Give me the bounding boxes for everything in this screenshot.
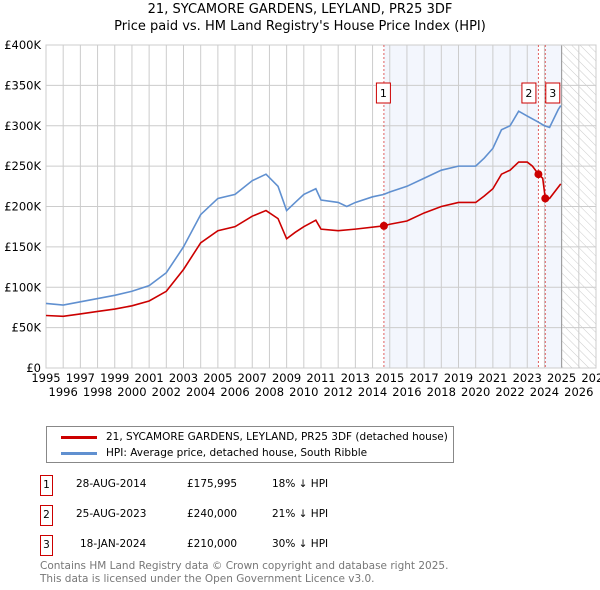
x-tick-label: 2010 [289, 385, 318, 399]
hpi-line [45, 105, 562, 306]
sale-label-box [375, 82, 391, 104]
x-tick-label: 2015 [375, 371, 404, 385]
y-tick-label: £250K [4, 159, 41, 173]
x-tick-label: 2009 [272, 371, 301, 385]
x-tick-label: 2022 [495, 385, 524, 399]
sale-row-2: 2 25-AUG-2023 £240,000 21% ↓ HPI [40, 505, 440, 527]
x-tick-label: 1996 [49, 385, 78, 399]
x-tick-label: 2016 [392, 385, 421, 399]
x-tick-label: 2008 [255, 385, 284, 399]
x-tick-label: 2006 [220, 385, 249, 399]
chart-subtitle: Price paid vs. HM Land Registry's House … [114, 19, 486, 34]
legend-item-property: 21, SYCAMORE GARDENS, LEYLAND, PR25 3DF … [61, 431, 448, 444]
sale-date: 18-JAN-2024 [80, 538, 147, 550]
plot-frame [45, 44, 597, 369]
x-tick-label: 2013 [341, 371, 370, 385]
y-tick-label: £150K [4, 240, 41, 254]
x-tick-label: 2000 [117, 385, 146, 399]
blue-line-swatch [61, 452, 97, 455]
sale-point [541, 194, 550, 203]
x-tick-label: 2023 [513, 371, 542, 385]
sale-price: £210,000 [187, 538, 238, 550]
x-tick-label: 1997 [66, 371, 95, 385]
sale-label: 1 [380, 87, 387, 100]
x-tick-label: 2018 [427, 385, 456, 399]
x-tick-label: 1998 [83, 385, 112, 399]
x-tick-label: 2020 [461, 385, 490, 399]
sale-hpi-diff: 21% ↓ HPI [272, 508, 329, 520]
y-tick-label: £50K [12, 321, 42, 335]
x-tick-label: 2026 [564, 385, 593, 399]
x-tick-label: 2017 [409, 371, 438, 385]
x-tick-label: 2004 [186, 385, 215, 399]
chart-title: 21, SYCAMORE GARDENS, LEYLAND, PR25 3DF [147, 2, 453, 17]
y-tick-label: £100K [4, 280, 41, 294]
x-tick-label: 2019 [444, 371, 473, 385]
x-tick-label: 2025 [547, 371, 576, 385]
sale-label: 2 [525, 87, 532, 100]
y-tick-label: £300K [4, 119, 41, 133]
y-tick-label: £200K [4, 200, 41, 214]
sale-price: £175,995 [187, 478, 238, 490]
sale-id: 3 [40, 535, 53, 556]
sale-point [534, 170, 543, 179]
sale-hpi-diff: 30% ↓ HPI [272, 538, 329, 550]
x-tick-label: 1995 [31, 371, 60, 385]
x-tick-label: 2027 [581, 371, 600, 385]
sale-hpi-diff: 18% ↓ HPI [272, 478, 329, 490]
footer-line-2: This data is licensed under the Open Gov… [40, 573, 375, 585]
x-tick-label: 2005 [203, 371, 232, 385]
legend-item-hpi: HPI: Average price, detached house, Sout… [61, 447, 367, 460]
sale-label: 3 [549, 87, 556, 100]
x-tick-label: 2024 [530, 385, 559, 399]
x-tick-label: 1999 [100, 371, 129, 385]
sale-label-box [545, 82, 561, 104]
legend-label-property: 21, SYCAMORE GARDENS, LEYLAND, PR25 3DF … [106, 431, 448, 443]
sale-label-box [521, 82, 537, 104]
property-price-line [45, 161, 562, 318]
x-tick-label: 2011 [306, 371, 335, 385]
x-tick-label: 2002 [152, 385, 181, 399]
x-tick-label: 2007 [238, 371, 267, 385]
sale-id: 1 [40, 475, 53, 496]
x-tick-label: 2003 [169, 371, 198, 385]
price-chart: 1995199619971998199920002001200220032004… [4, 38, 600, 399]
sale-row-1: 1 28-AUG-2014 £175,995 18% ↓ HPI [40, 475, 440, 497]
red-line-swatch [61, 436, 97, 439]
sale-id: 2 [40, 505, 53, 526]
chart-legend: 21, SYCAMORE GARDENS, LEYLAND, PR25 3DF … [46, 426, 454, 463]
y-tick-label: £400K [4, 38, 41, 52]
sale-date: 25-AUG-2023 [76, 508, 147, 520]
x-tick-label: 2014 [358, 385, 387, 399]
sale-point [379, 221, 388, 230]
legend-label-hpi: HPI: Average price, detached house, Sout… [106, 447, 368, 459]
sale-price: £240,000 [187, 508, 238, 520]
y-tick-label: £0 [26, 361, 41, 375]
footer-line-1: Contains HM Land Registry data © Crown c… [40, 560, 449, 572]
y-tick-label: £350K [4, 78, 41, 92]
sale-date: 28-AUG-2014 [76, 478, 147, 490]
x-tick-label: 2012 [324, 385, 353, 399]
x-tick-label: 2021 [478, 371, 507, 385]
x-tick-label: 2001 [134, 371, 163, 385]
sale-row-3: 3 18-JAN-2024 £210,000 30% ↓ HPI [40, 535, 440, 557]
